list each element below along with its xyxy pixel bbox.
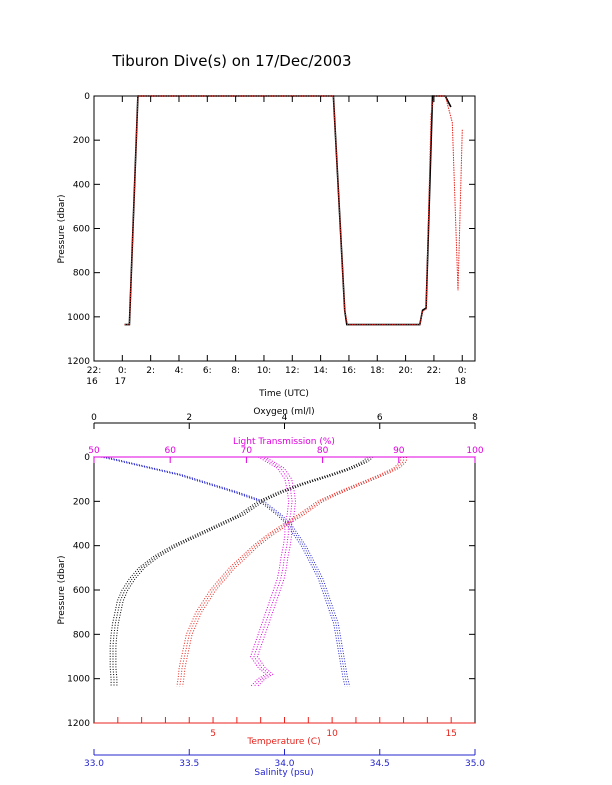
time-series-x-label: Time (UTC): [258, 389, 309, 399]
light-transmission-axis-tick-label: 60: [164, 446, 176, 456]
light_transmission-profile-line: [250, 456, 290, 687]
profile-y-tick-label: 1000: [67, 675, 90, 685]
time-series-x-tick-label: 14:: [313, 366, 327, 376]
profile-y-label: Pressure (dbar): [57, 556, 67, 625]
salinity-profile-line: [103, 456, 348, 687]
salinity-profile-line: [105, 456, 351, 687]
time-series-x-tick-label: 18:: [370, 366, 384, 376]
time-series-x-tick-label: 12:: [285, 366, 299, 376]
salinity-axis-tick-label: 33.5: [179, 759, 199, 769]
oxygen-axis-tick-label: 8: [472, 413, 478, 423]
light-transmission-axis-tick-label: 100: [466, 446, 483, 456]
temperature-axis-label: Temperature (C): [246, 737, 320, 747]
time-series-y-tick-label: 1200: [67, 357, 90, 367]
oxygen-axis-tick-label: 2: [186, 413, 192, 423]
salinity-axis-tick-label: 34.5: [370, 759, 390, 769]
time-series-x-tick-label: 10:: [257, 366, 271, 376]
light-transmission-axis-tick-label: 70: [241, 446, 253, 456]
time-series-x-tick-label: 16:: [342, 366, 356, 376]
salinity-axis-tick-label: 35.0: [465, 759, 485, 769]
salinity-axis-label: Salinity (psu): [254, 768, 313, 778]
salinity-axis-tick-label: 34.0: [274, 759, 294, 769]
profile-y-tick-label: 600: [73, 586, 90, 596]
time-series-x-tick-label: 8:: [231, 366, 240, 376]
time-series-x-tick-label: 4:: [175, 366, 184, 376]
profile-y-tick-label: 400: [73, 542, 90, 552]
time-series-y-tick-label: 600: [73, 225, 90, 235]
chart-title: Tiburon Dive(s) on 17/Dec/2003: [111, 52, 351, 70]
time-series-y-tick-label: 400: [73, 180, 90, 190]
profile-y-tick-label: 800: [73, 630, 90, 640]
time-series-x-tick-label: 0:: [458, 366, 467, 376]
time-series-x-tick-label: 16: [86, 377, 98, 387]
profile-ticks: 0 200 400 600 800 1000 1200 0 2 4 6 8 50 60 70 80 90 100 5…: [67, 413, 485, 769]
light-transmission-axis-tick-label: 50: [88, 446, 100, 456]
time-series-y-tick-label: 0: [84, 92, 90, 102]
temperature-axis-tick-label: 10: [326, 729, 338, 739]
temperature-axis-tick-label: 5: [210, 729, 216, 739]
profile-y-tick-label: 200: [73, 497, 90, 507]
light-transmission-axis-tick-label: 90: [393, 446, 405, 456]
time-series-x-tick-label: 6:: [203, 366, 212, 376]
time-series-x-tick-label: 0:: [118, 366, 127, 376]
salinity-profile-line: [101, 456, 346, 687]
temperature-axis-tick-label: 15: [445, 729, 456, 739]
dive-pressure-series-line: [124, 95, 463, 326]
salinity-axis-tick-label: 33.0: [84, 759, 104, 769]
profile-marks: [101, 456, 407, 687]
time-series-marks: [124, 95, 463, 326]
light_transmission-profile-line: [253, 456, 293, 687]
time-series-y-tick-label: 1000: [67, 313, 90, 323]
time-series-x-tick-label: 20:: [398, 366, 412, 376]
oxygen-axis-tick-label: 0: [91, 413, 97, 423]
time-series-y-tick-label: 200: [73, 136, 90, 146]
profile-y-tick-label: 1200: [67, 719, 90, 729]
time-series-y-tick-label: 800: [73, 269, 90, 279]
profile-panel: 0 200 400 600 800 1000 1200 0 2 4 6 8 50 60 70 80 90 100 5…: [57, 407, 485, 778]
time-series-x-tick-label: 22:: [427, 366, 441, 376]
oxygen-axis-tick-label: 4: [282, 413, 288, 423]
time-series-x-tick-label: 17: [115, 377, 126, 387]
light-transmission-axis-label: Light Transmission (%): [233, 437, 335, 447]
time-series-y-label: Pressure (dbar): [57, 195, 67, 264]
oxygen-axis-tick-label: 6: [377, 413, 383, 423]
time-series-x-tick-label: 2:: [146, 366, 155, 376]
profile-y-tick-label: 0: [84, 453, 90, 463]
light_transmission-profile-line: [256, 456, 297, 687]
light-transmission-axis-tick-label: 80: [317, 446, 329, 456]
time-series-x-tick-label: 18: [455, 377, 467, 387]
oxygen-axis-label: Oxygen (ml/l): [253, 407, 314, 417]
time-series-x-tick-label: 22:: [87, 366, 101, 376]
